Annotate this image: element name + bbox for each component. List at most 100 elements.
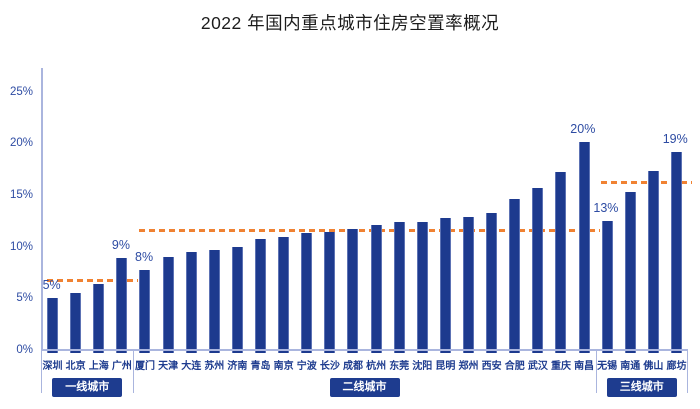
group-divider [687,350,688,393]
bar [324,232,336,353]
bar [555,172,567,353]
city-label: 南通 [620,361,641,372]
bar [47,298,59,353]
city-label: 西安 [481,361,502,372]
bar [301,233,313,353]
bar-slot [549,68,572,353]
ytick-label: 0% [16,344,33,356]
y-axis-line [41,68,43,351]
ytick-label: 20% [9,137,33,150]
city-label: 宁波 [296,361,317,372]
city-labels-row: 深圳 北京 上海 广州 厦门 天津 大连 苏州 济南 青岛 南京 宁波 长沙 成都 杭州 东莞 沈阳 昆明 郑州 西安… [41,357,688,372]
bar [463,216,475,353]
bar-slot: 13% [593,68,619,353]
bar-slot: 19% [662,68,688,353]
city-label: 广州 [111,361,132,372]
bar [624,191,636,353]
bars-container: 5% 9% 8% 20% 13% 19% [41,68,688,353]
city-label: 厦门 [134,361,155,372]
city-label: 无锡 [597,361,618,372]
bar-value-label: 13% [593,200,619,215]
group-divider [41,350,42,393]
bar-slot [272,68,295,353]
city-label: 天津 [158,361,179,372]
group-divider [595,350,597,393]
y-axis-tick-labels: 0% 5% 10% 15% 20% 25% [0,68,35,356]
ytick-label: 5% [16,292,33,305]
bar [255,239,267,353]
bar-slot [318,68,341,353]
bar-slot [157,68,180,353]
bar-slot [480,68,503,353]
bar [578,142,590,353]
bar [647,171,659,353]
city-label: 昆明 [435,361,456,372]
bar-value-label: 9% [111,238,131,253]
city-label: 重庆 [550,361,571,372]
city-label: 佛山 [643,361,664,372]
bar-slot [203,68,226,353]
bar-value-label: 19% [662,131,688,146]
bar-slot: 20% [570,68,596,353]
x-axis-line [41,349,688,351]
city-label: 上海 [88,361,109,372]
plot-area: 0% 5% 10% 15% 20% 25% 5% 9% 8% 20% 13% 19% [10,68,693,356]
city-label: 武汉 [527,361,548,372]
city-label: 廊坊 [666,361,687,372]
city-label: 沈阳 [412,361,433,372]
bar [162,257,174,353]
bar [671,151,682,353]
bar [93,283,105,353]
bar [208,249,220,353]
city-label: 青岛 [250,361,271,372]
city-label: 北京 [65,361,86,372]
bar [370,225,382,353]
bar [185,251,197,353]
city-label: 杭州 [366,361,387,372]
group-label-box: 一线城市 [52,378,123,397]
bar-value-label: 5% [42,278,61,293]
city-label: 成都 [342,361,363,372]
bar-slot [619,68,642,353]
bar-slot [642,68,665,353]
bar [231,246,243,353]
bar [393,221,405,353]
ytick-label: 25% [9,85,33,98]
city-label: 南昌 [574,361,595,372]
bar-slot [226,68,249,353]
bar-slot: 9% [110,68,133,353]
bar [416,221,428,353]
bar-value-label: 8% [135,250,154,265]
group-label-box: 二线城市 [329,378,400,397]
bar [347,229,359,353]
bar-slot [249,68,272,353]
bar [486,212,498,353]
x-axis-band: 深圳 北京 上海 广州 厦门 天津 大连 苏州 济南 青岛 南京 宁波 长沙 成都 杭州 东莞 沈阳 昆明 郑州 西安… [41,350,688,409]
bar [532,187,544,353]
bar-slot [365,68,388,353]
group-divider [133,350,135,393]
group-label-box: 三线城市 [606,378,677,397]
avg-dashed-line [138,229,600,233]
bar [70,293,82,353]
bar-slot: 8% [133,68,156,353]
ytick-label: 15% [9,189,33,202]
bar-slot [295,68,318,353]
bar [439,217,451,353]
bar-slot [87,68,110,353]
bar-slot [457,68,480,353]
bar-slot [341,68,364,353]
city-label: 东莞 [389,361,410,372]
bar-slot [388,68,411,353]
bar-slot: 5% [41,68,64,353]
city-label: 济南 [227,361,248,372]
bar-slot [526,68,549,353]
bar-slot [411,68,434,353]
avg-dashed-line [601,180,693,184]
bar [116,258,128,353]
bar-slot [434,68,457,353]
bar [139,270,151,353]
ytick-label: 10% [9,240,33,253]
city-label: 大连 [181,361,202,372]
